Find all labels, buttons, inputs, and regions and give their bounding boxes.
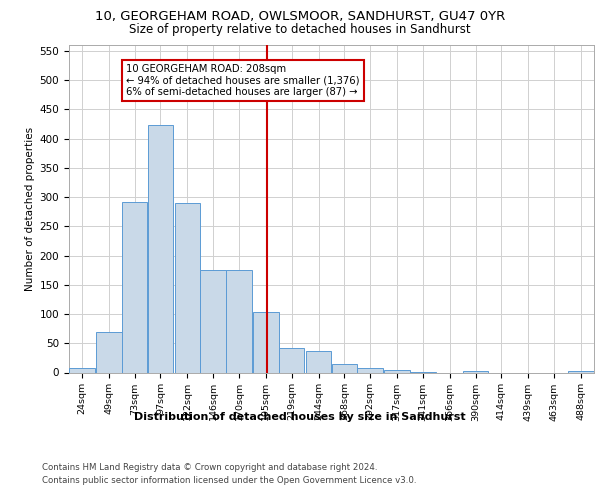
Bar [279,348,304,372]
Text: 10, GEORGEHAM ROAD, OWLSMOOR, SANDHURST, GU47 0YR: 10, GEORGEHAM ROAD, OWLSMOOR, SANDHURST,… [95,10,505,23]
Bar [226,270,252,372]
Bar [306,352,331,372]
Bar [69,368,95,372]
Text: Distribution of detached houses by size in Sandhurst: Distribution of detached houses by size … [134,412,466,422]
Text: 10 GEORGEHAM ROAD: 208sqm
← 94% of detached houses are smaller (1,376)
6% of sem: 10 GEORGEHAM ROAD: 208sqm ← 94% of detac… [126,64,359,98]
Text: Size of property relative to detached houses in Sandhurst: Size of property relative to detached ho… [129,22,471,36]
Y-axis label: Number of detached properties: Number of detached properties [25,126,35,291]
Bar [122,202,148,372]
Bar [332,364,357,372]
Bar [385,370,410,372]
Bar [200,270,226,372]
Bar [148,124,173,372]
Bar [253,312,278,372]
Bar [96,332,122,372]
Bar [175,204,200,372]
Text: Contains public sector information licensed under the Open Government Licence v3: Contains public sector information licen… [42,476,416,485]
Text: Contains HM Land Registry data © Crown copyright and database right 2024.: Contains HM Land Registry data © Crown c… [42,462,377,471]
Bar [358,368,383,372]
